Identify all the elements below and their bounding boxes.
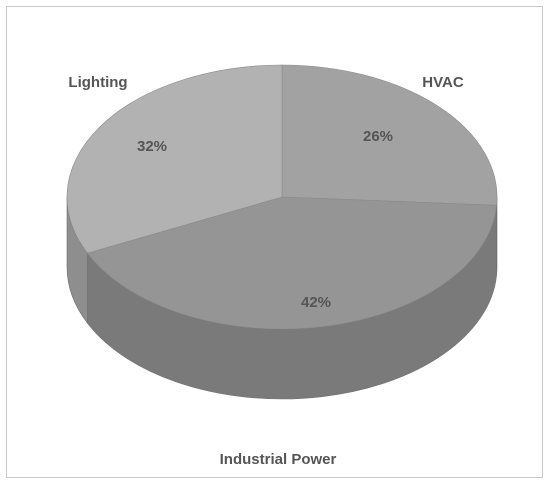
percent-label-lighting: 32%: [137, 138, 167, 155]
category-label-industrial-power: Industrial Power: [220, 451, 337, 468]
category-label-lighting: Lighting: [68, 74, 127, 91]
slice-industrial-power: [86, 196, 497, 330]
slice-hvac: [281, 64, 498, 206]
slice-lighting: [66, 64, 283, 254]
pie-chart: HVAC 26% Industrial Power 42% Lighting 32%: [66, 64, 498, 468]
percent-label-hvac: 26%: [363, 128, 393, 145]
chart-frame: HVAC 26% Industrial Power 42% Lighting 32%: [6, 6, 543, 478]
percent-label-industrial-power: 42%: [301, 294, 331, 311]
category-label-hvac: HVAC: [422, 74, 464, 91]
pie-labels: HVAC 26% Industrial Power 42% Lighting 32%: [68, 74, 463, 468]
pie-slices: [66, 64, 498, 330]
